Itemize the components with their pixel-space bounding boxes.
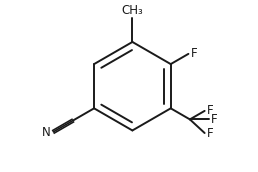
Text: F: F <box>211 113 217 126</box>
Text: CH₃: CH₃ <box>122 4 143 17</box>
Text: F: F <box>191 47 198 60</box>
Text: N: N <box>42 126 50 139</box>
Text: F: F <box>207 104 213 117</box>
Text: F: F <box>207 127 213 139</box>
